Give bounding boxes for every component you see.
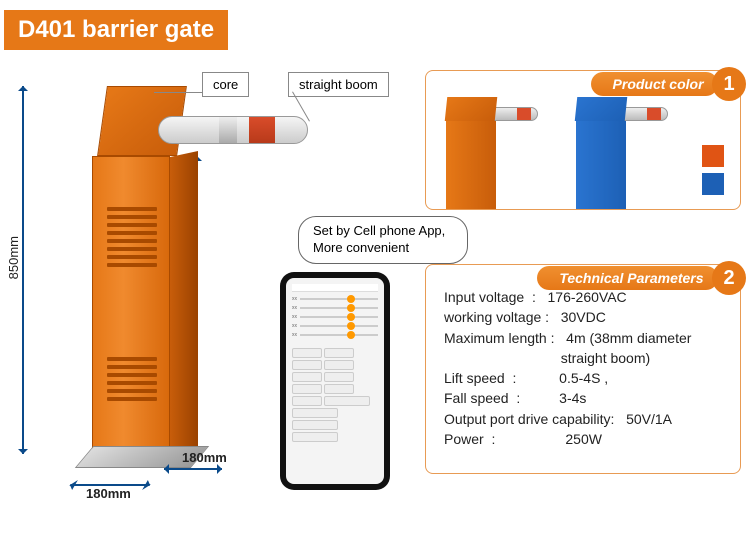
spec-row: Fall speed : 3-4s	[444, 388, 724, 408]
spec-lines: Input voltage : 176-260VACworking voltag…	[444, 287, 724, 449]
page-title: D401 barrier gate	[4, 10, 228, 50]
mini-gate-orange	[446, 97, 496, 209]
callout-boom: straight boom	[288, 72, 389, 97]
swatch-blue	[702, 173, 724, 195]
spec-card-header: Technical Parameters 2	[537, 261, 746, 295]
dim-180b: 180mm	[182, 450, 227, 465]
spec-row: straight boom)	[444, 348, 724, 368]
mini-gate-blue	[576, 97, 626, 209]
dim-850: 850mm	[6, 236, 21, 279]
color-num: 1	[712, 67, 746, 101]
swatch-orange	[702, 145, 724, 167]
callout-core-line	[154, 92, 202, 93]
spec-num: 2	[712, 261, 746, 295]
bubble-l1: Set by Cell phone App,	[313, 223, 453, 240]
dim-180a: 180mm	[86, 486, 131, 501]
spec-card: Technical Parameters 2 Input voltage : 1…	[425, 264, 741, 474]
phone-mockup: xx xx xx xx xx	[280, 272, 390, 490]
spec-row: Output port drive capability: 50V/1A	[444, 409, 724, 429]
phone-bubble: Set by Cell phone App, More convenient	[298, 216, 468, 264]
bubble-l2: More convenient	[313, 240, 453, 257]
color-card-header: Product color 1	[591, 67, 746, 101]
spec-tab: Technical Parameters	[537, 266, 717, 290]
spec-row: working voltage : 30VDC	[444, 307, 724, 327]
color-card: Product color 1	[425, 70, 741, 210]
spec-row: Power : 250W	[444, 429, 724, 449]
gate-boom	[158, 116, 308, 144]
color-tab: Product color	[591, 72, 718, 96]
dim-arrow-850	[22, 86, 24, 454]
spec-row: Lift speed : 0.5-4S ,	[444, 368, 724, 388]
dim-arrow-180b	[164, 468, 222, 470]
phone-screen: xx xx xx xx xx	[286, 278, 384, 484]
spec-row: Maximum length : 4m (38mm diameter	[444, 328, 724, 348]
callout-core: core	[202, 72, 249, 97]
